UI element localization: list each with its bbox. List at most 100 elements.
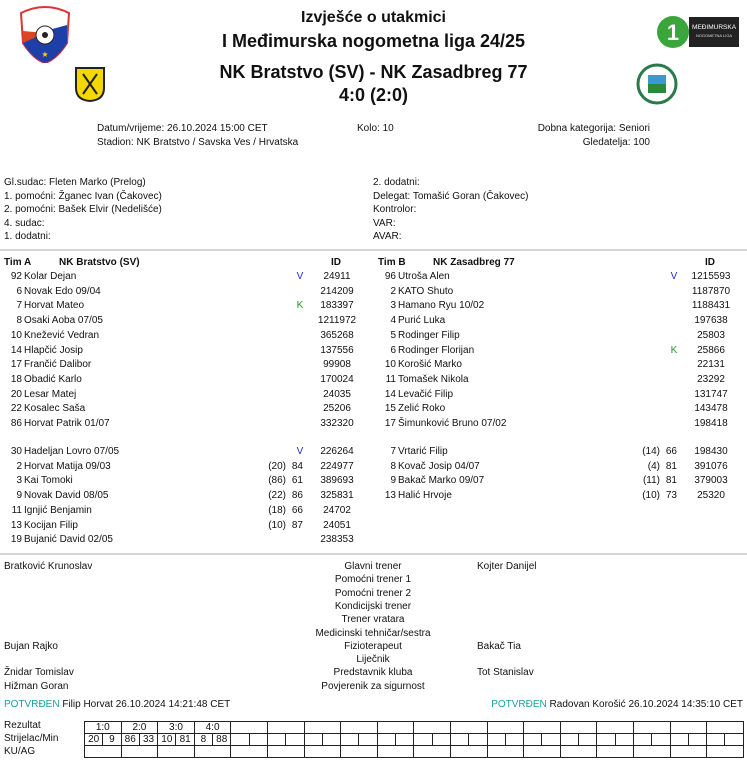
substitution-minute: 81 — [665, 475, 677, 487]
player-id: 170024 — [320, 373, 354, 385]
player-row: 2 KATO Shuto 1187870 — [374, 285, 744, 299]
player-number: 30 — [10, 446, 22, 457]
player-row: 13 Kocijan Filip (10) 87 24051 — [0, 519, 370, 533]
player-name: Vrtarić Filip — [398, 446, 448, 457]
player-name: Kolar Dejan — [24, 271, 77, 282]
player-name: Lesar Matej — [24, 388, 77, 400]
minute-cell — [724, 733, 744, 746]
player-name: Kai Tomoki — [24, 475, 73, 487]
player-number: 10 — [384, 359, 396, 371]
official-entry: 4. sudac: — [4, 217, 45, 229]
scorer-cell — [486, 733, 506, 746]
player-row: 6 Novak Edo 09/04 214209 — [0, 285, 370, 299]
player-id: 391076 — [694, 460, 728, 472]
medjimurski-savez-logo: ★ — [19, 6, 71, 63]
player-row: 17 Šimunković Bruno 07/02 198418 — [374, 417, 744, 431]
player-number: 2 — [390, 285, 396, 297]
svg-text:NOGOMETNA LIGA: NOGOMETNA LIGA — [696, 33, 733, 38]
confirmation-team-b: POTVRĐEN Radovan Korošić 26.10.2024 14:3… — [491, 699, 743, 710]
scorer-cell: 86 — [120, 733, 140, 746]
player-row: 8 Osaki Aoba 07/05 1211972 — [0, 314, 370, 328]
player-id: 23292 — [697, 373, 725, 385]
player-number: 96 — [384, 271, 396, 282]
official-entry: Delegat: Tomašić Goran (Čakovec) — [373, 190, 529, 202]
player-number: 11 — [385, 373, 396, 385]
player-id: 25320 — [697, 490, 725, 502]
result-cell — [706, 721, 744, 734]
player-name: Bakač Marko 09/07 — [398, 475, 485, 487]
player-id: 226264 — [320, 446, 354, 457]
minute-cell — [358, 733, 378, 746]
cards-cell — [340, 745, 378, 758]
player-row: 14 Hlapčić Josip 137556 — [0, 344, 370, 358]
player-id: 1211972 — [317, 315, 357, 327]
row-label-cards: KU/AG — [4, 746, 36, 757]
cards-cell — [669, 745, 708, 758]
grid-row: 1:0 2:0 3:0 4:0 — [84, 721, 744, 734]
attendance: Gledatelja: 100 — [582, 137, 650, 148]
result-cell: 3:0 — [157, 721, 195, 734]
substitution-minute: 86 — [291, 490, 303, 502]
official-entry: Kontrolor: — [373, 204, 417, 215]
player-name: Bujanić David 02/05 — [24, 534, 113, 546]
player-number: 8 — [390, 460, 396, 472]
scorer-cell: 10 — [157, 733, 177, 746]
scorer-cell: 8 — [193, 733, 214, 746]
player-row: 14 Levačić Filip 131747 — [374, 388, 744, 402]
player-id: 24051 — [323, 519, 351, 531]
replaced-player: (11) — [642, 475, 660, 487]
result-cell — [413, 721, 451, 734]
player-name: Rodinger Filip — [398, 329, 460, 341]
minute-cell: 9 — [102, 733, 122, 746]
player-number: 9 — [16, 490, 22, 502]
player-name: Kosalec Saša — [24, 403, 86, 415]
player-number: 17 — [10, 359, 22, 371]
player-number: 5 — [390, 329, 396, 341]
player-row: 4 Purić Luka 197638 — [374, 314, 744, 328]
goalkeeper-mark: V — [670, 271, 678, 282]
player-number: 11 — [11, 504, 22, 516]
cards-cell — [120, 745, 159, 758]
player-row: 18 Obadić Karlo 170024 — [0, 373, 370, 387]
scorer-cell — [340, 733, 360, 746]
player-number: 20 — [10, 388, 22, 400]
captain-mark: K — [670, 344, 678, 356]
player-name: Šimunković Bruno 07/02 — [398, 418, 507, 429]
replaced-player: (14) — [642, 446, 660, 457]
cards-cell — [193, 745, 232, 758]
replaced-player: (10) — [642, 490, 660, 502]
player-id: 24911 — [323, 271, 351, 282]
minute-cell — [395, 733, 415, 746]
staff-role: Kondicijski trener — [334, 600, 412, 612]
scorer-cell — [303, 733, 323, 746]
player-id: 25206 — [323, 403, 351, 415]
result-cell — [559, 721, 598, 734]
result-cell: 4:0 — [193, 721, 232, 734]
confirmed-status: POTVRĐEN — [491, 699, 547, 710]
staff-role: Povjerenik za sigurnost — [321, 680, 425, 692]
cards-cell — [523, 745, 561, 758]
minute-cell — [614, 733, 634, 746]
player-name: Korošić Marko — [398, 359, 462, 371]
player-id: 25866 — [697, 344, 725, 356]
player-number: 13 — [10, 519, 22, 531]
result-cell — [596, 721, 634, 734]
player-number: 14 — [384, 388, 396, 400]
staff-team-a: Hižman Goran — [4, 680, 69, 692]
scorer-cell — [669, 733, 689, 746]
player-row: 7 Vrtarić Filip (14) 66 198430 — [374, 445, 744, 459]
team-name: NK Bratstvo (SV) — [59, 257, 140, 268]
official-entry: Gl.sudac: Fleten Marko (Prelog) — [4, 177, 146, 188]
player-number: 4 — [390, 315, 396, 327]
replaced-player: (22) — [268, 490, 286, 502]
match-score: 4:0 (2:0) — [338, 85, 409, 105]
player-row: 19 Bujanić David 02/05 238353 — [0, 533, 370, 547]
minute-cell — [578, 733, 598, 746]
player-row: 10 Korošić Marko 22131 — [374, 358, 744, 372]
team-label: Tim A — [4, 257, 32, 268]
player-id: 24702 — [323, 504, 351, 516]
result-cell — [486, 721, 525, 734]
cards-cell — [303, 745, 342, 758]
player-number: 15 — [384, 403, 396, 415]
player-number: 18 — [10, 373, 22, 385]
